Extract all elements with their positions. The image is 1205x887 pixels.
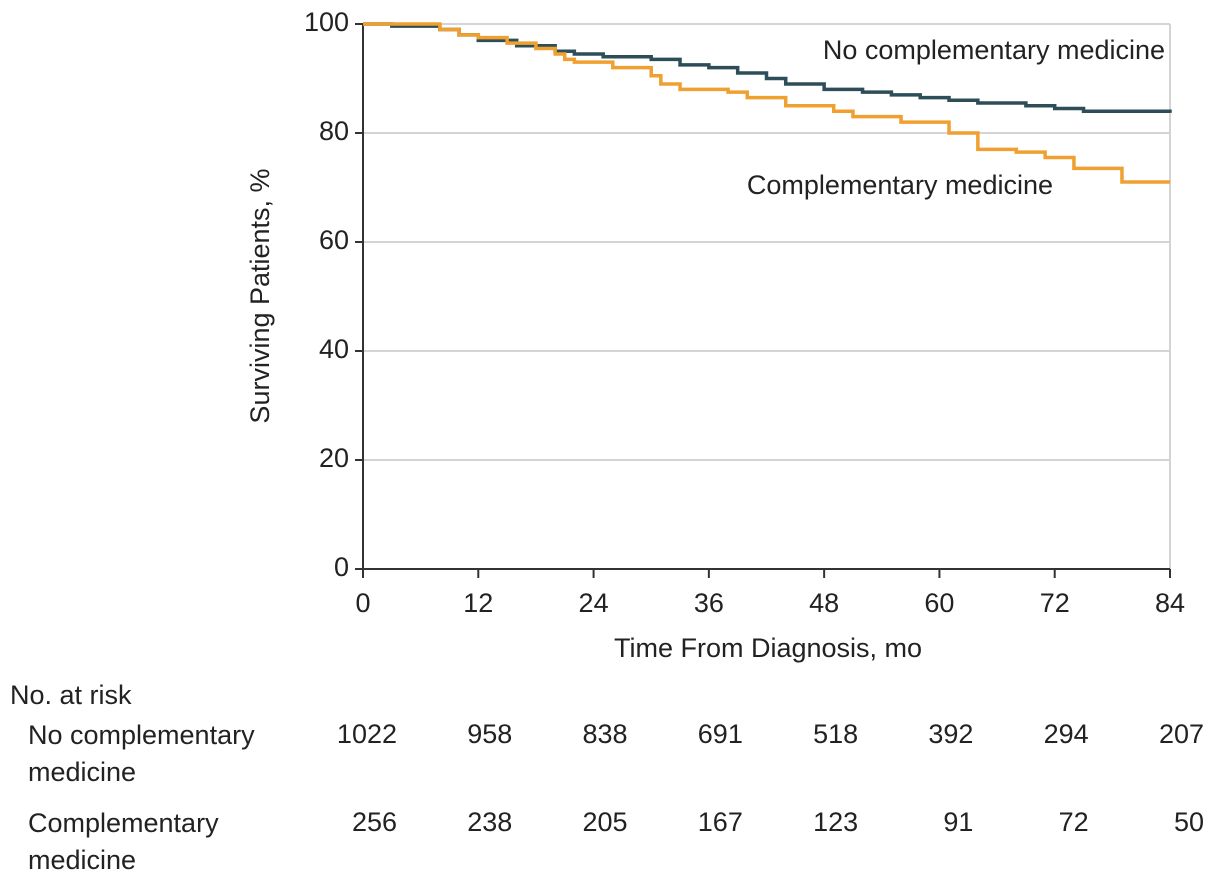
y-tick-label: 20 bbox=[319, 443, 349, 473]
risk-count: 294 bbox=[1044, 719, 1089, 749]
y-tick-label: 60 bbox=[319, 225, 349, 255]
y-tick-label: 0 bbox=[334, 552, 349, 582]
survival-curve bbox=[363, 22, 1172, 113]
risk-count: 958 bbox=[467, 719, 512, 749]
x-tick-label: 36 bbox=[694, 588, 724, 618]
survival-curve bbox=[363, 22, 1170, 184]
y-axis-label: Surviving Patients, % bbox=[245, 168, 275, 423]
y-tick-label: 80 bbox=[319, 116, 349, 146]
y-tick-label: 40 bbox=[319, 334, 349, 364]
x-tick-label: 0 bbox=[355, 588, 370, 618]
risk-count: 838 bbox=[583, 719, 628, 749]
x-tick-label: 12 bbox=[463, 588, 493, 618]
risk-count: 72 bbox=[1059, 807, 1089, 837]
risk-count: 691 bbox=[698, 719, 743, 749]
x-tick-label: 84 bbox=[1155, 588, 1185, 618]
x-tick-label: 48 bbox=[809, 588, 839, 618]
risk-count: 392 bbox=[928, 719, 973, 749]
risk-count: 1022 bbox=[337, 719, 397, 749]
risk-count: 205 bbox=[583, 807, 628, 837]
x-axis-label: Time From Diagnosis, mo bbox=[614, 633, 922, 663]
y-tick-label: 100 bbox=[304, 7, 349, 37]
risk-table-title: No. at risk bbox=[10, 680, 132, 710]
risk-count: 91 bbox=[943, 807, 973, 837]
curve-label: Complementary medicine bbox=[747, 170, 1053, 200]
risk-count: 207 bbox=[1159, 719, 1204, 749]
risk-count: 123 bbox=[813, 807, 858, 837]
risk-count: 50 bbox=[1174, 807, 1204, 837]
risk-row-label: No complementary medicine bbox=[28, 720, 255, 787]
risk-count: 256 bbox=[352, 807, 397, 837]
risk-count: 167 bbox=[698, 807, 743, 837]
x-tick-label: 60 bbox=[924, 588, 954, 618]
risk-count: 518 bbox=[813, 719, 858, 749]
risk-count: 238 bbox=[467, 807, 512, 837]
curve-label: No complementary medicine bbox=[823, 35, 1165, 65]
x-tick-label: 72 bbox=[1040, 588, 1070, 618]
x-tick-label: 24 bbox=[579, 588, 609, 618]
risk-row-label: Complementary medicine bbox=[28, 808, 219, 875]
